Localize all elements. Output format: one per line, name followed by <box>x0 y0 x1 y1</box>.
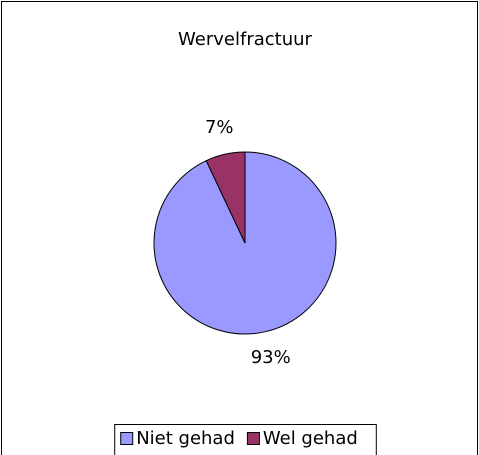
legend-swatch <box>246 432 260 445</box>
legend-label: Niet gehad <box>136 428 235 449</box>
legend-box <box>114 424 377 455</box>
legend-swatch <box>120 432 134 445</box>
data-label: 7% <box>205 117 234 138</box>
chart-title: Wervelfractuur <box>178 29 312 50</box>
legend-label: Wel gehad <box>263 428 358 449</box>
pie-slice <box>205 151 246 244</box>
data-label: 93% <box>251 347 291 368</box>
